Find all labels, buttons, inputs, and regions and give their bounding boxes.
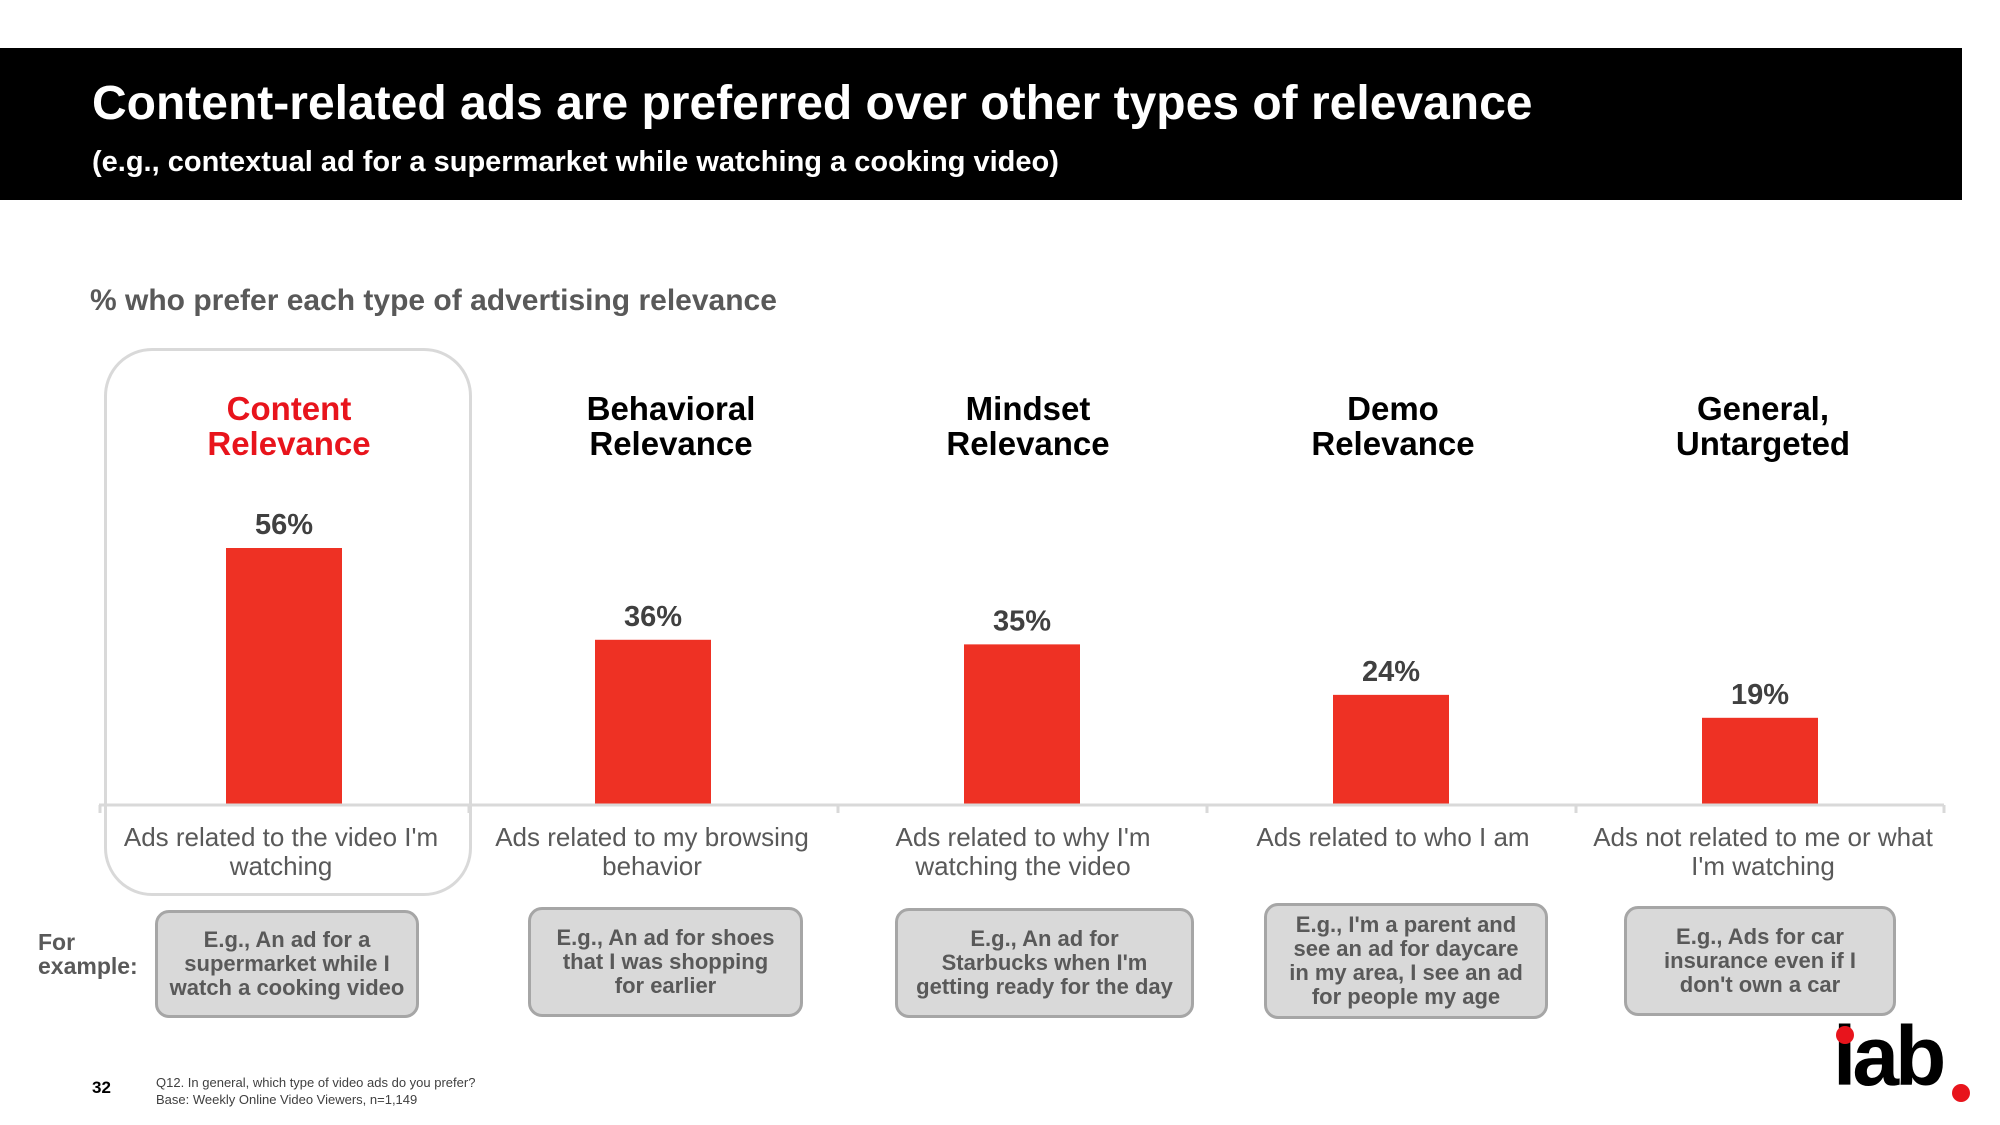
bar-demo [1333,694,1449,805]
page-number: 32 [92,1078,111,1097]
chart-label: % who prefer each type of advertising re… [90,284,777,317]
example-box-demo: E.g., I'm a parent and see an ad for day… [1264,903,1548,1019]
page-subtitle: (e.g., contextual ad for a supermarket w… [92,146,1059,178]
category-title-general: General, Untargeted [1675,390,1851,462]
bar-content [226,548,342,805]
page-title: Content-related ads are preferred over o… [92,77,1533,130]
category-description-general: Ads not related to me or what I'm watchin… [1593,822,1933,881]
logo-period-dot [1952,1084,1970,1102]
bar-behavioral [595,639,711,805]
category-title-mindset: Mindset Relevance [946,390,1110,462]
footnote: Q12. In general, which type of video ads… [156,1075,476,1107]
category-title-content: Content Relevance [207,390,371,462]
category-title-demo: Demo Relevance [1311,390,1475,462]
value-label-mindset: 35% [993,605,1051,637]
iab-logo: iab [1833,1009,1973,1103]
example-box-behavioral: E.g., An ad for shoes that I was shoppin… [528,907,803,1017]
category-description-content: Ads related to the video I'm watching [123,822,439,881]
category-description-behavioral: Ads related to my browsing behavior [495,822,809,881]
value-label-general: 19% [1731,679,1789,711]
value-label-content: 56% [255,509,313,541]
bar-mindset [964,644,1080,805]
for-example-label: For example: [38,929,138,979]
value-label-demo: 24% [1362,656,1420,688]
logo-i-dot [1836,1026,1854,1044]
title-banner [0,48,1962,200]
category-description-demo: Ads related to who I am [1256,822,1530,852]
value-label-behavioral: 36% [624,601,682,633]
logo-text: iab [1833,1009,1946,1103]
category-description-mindset: Ads related to why I'm watching the video [895,822,1151,881]
example-box-content: E.g., An ad for a supermarket while I wa… [155,910,419,1018]
example-box-general: E.g., Ads for car insurance even if I do… [1624,906,1896,1016]
category-title-behavioral: Behavioral Relevance [586,390,756,462]
highlight-outline [104,348,472,896]
bar-general [1702,717,1818,805]
example-box-mindset: E.g., An ad for Starbucks when I'm getti… [895,908,1194,1018]
